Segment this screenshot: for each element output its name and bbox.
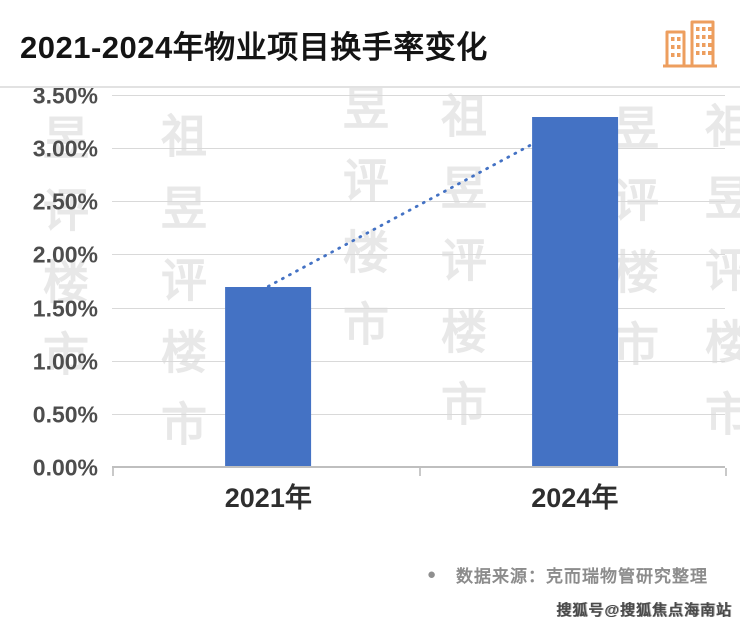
x-axis-tick <box>112 468 114 476</box>
y-tick-label: 2.00% <box>32 241 98 268</box>
source-text: 数据来源：克而瑞物管研究整理 <box>456 566 708 586</box>
x-axis-tick <box>725 468 727 476</box>
chart-title: 2021-2024年物业项目换手率变化 <box>20 29 488 65</box>
y-tick-label: 2.50% <box>32 188 98 215</box>
x-axis-tick <box>418 468 421 476</box>
y-tick-label: 3.50% <box>32 82 98 109</box>
bar-chart: 0.00% 0.50% 1.00% 1.50% 2.00% 2.50% 3.00% 3.50% <box>0 84 740 479</box>
gridline <box>112 95 725 96</box>
trend-line-svg <box>266 119 577 288</box>
bottom-watermark: 搜狐号@搜狐焦点海南站 <box>556 602 732 619</box>
bar-2021年 <box>225 287 312 468</box>
gridline <box>112 413 725 415</box>
gridline <box>112 466 725 468</box>
source-row: ● 数据来源：克而瑞物管研究整理 <box>0 562 740 586</box>
x-tick-label: 2024年 <box>531 483 619 513</box>
gridline <box>112 307 725 309</box>
y-tick-label: 0.00% <box>32 454 98 481</box>
bar-2024年 <box>531 117 618 468</box>
source-bullet: ● <box>426 565 436 583</box>
y-tick-label: 0.50% <box>32 401 98 428</box>
gridline <box>112 148 725 150</box>
trend-line <box>266 119 577 288</box>
y-tick-label: 3.00% <box>32 135 98 162</box>
x-tick-label: 2021年 <box>224 483 312 513</box>
gridline <box>112 201 725 203</box>
x-axis: 2021年 2024年 <box>112 468 725 522</box>
buildings-icon <box>663 20 717 68</box>
y-tick-label: 1.50% <box>32 295 98 322</box>
gridline <box>112 360 725 362</box>
gridline <box>112 254 725 256</box>
plot-area <box>112 95 727 476</box>
y-tick-label: 1.00% <box>32 348 98 375</box>
chart-header: 2021-2024年物业项目换手率变化 <box>0 0 740 88</box>
y-axis: 0.00% 0.50% 1.00% 1.50% 2.00% 2.50% 3.00% 3.50% <box>0 84 106 479</box>
